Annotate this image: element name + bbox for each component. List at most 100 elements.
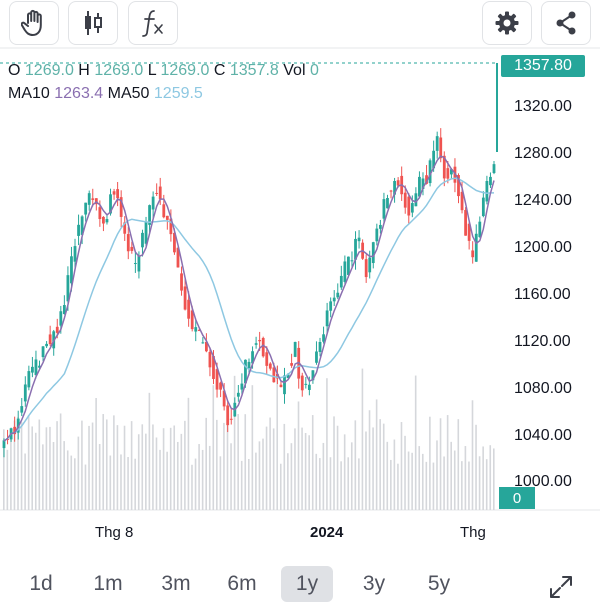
candle-body — [112, 191, 116, 195]
volume-bar — [290, 443, 293, 510]
volume-bar — [354, 420, 357, 510]
candle-body — [258, 339, 262, 342]
candle-body — [410, 203, 414, 213]
volume-bar — [461, 461, 463, 510]
volume-bar — [244, 414, 247, 510]
range-3m[interactable]: 3m — [161, 572, 191, 595]
candle-body — [300, 375, 304, 391]
candle-body — [141, 232, 144, 248]
volume-bar — [84, 464, 87, 510]
volume-bar — [109, 455, 112, 510]
volume-bar — [301, 427, 303, 510]
last-price-tag: 1357.80 — [501, 55, 585, 77]
y-tick: 1240.00 — [514, 192, 572, 209]
range-5y[interactable]: 5y — [427, 572, 451, 595]
volume-bar — [123, 425, 126, 510]
volume-bar — [212, 385, 215, 510]
volume-bar — [393, 439, 396, 510]
volume-tag: 0 — [499, 487, 535, 509]
y-tick: 1200.00 — [514, 239, 572, 256]
candle-body — [162, 204, 166, 218]
high-label: H — [78, 62, 90, 79]
volume-bar — [24, 453, 26, 510]
fullscreen-icon[interactable] — [548, 574, 574, 600]
range-6m[interactable]: 6m — [227, 572, 257, 595]
low-label: L — [147, 62, 157, 79]
volume-bar — [326, 378, 328, 510]
volume-bar — [10, 433, 12, 510]
candle-body — [393, 180, 396, 195]
indicators-button[interactable] — [128, 1, 178, 45]
candle-body — [59, 311, 63, 326]
candle-body — [471, 250, 475, 258]
low-value: 1269.0 — [160, 62, 210, 79]
settings-button[interactable] — [482, 1, 532, 45]
candle-body — [339, 275, 343, 288]
candle-body — [343, 261, 347, 282]
volume-bar — [251, 385, 254, 510]
candle-body — [368, 257, 372, 273]
volume-bar — [311, 415, 314, 510]
candle-body — [27, 371, 31, 388]
volume-bar — [248, 459, 250, 510]
volume-bar — [397, 463, 399, 510]
candle-body — [261, 337, 265, 357]
candle-body — [467, 223, 471, 241]
volume-bar — [201, 449, 204, 510]
volume-bar — [269, 417, 271, 510]
share-button[interactable] — [541, 1, 591, 45]
candle-body — [48, 334, 52, 345]
range-selector: 1d 1m 3m 6m 1y 3y 5y — [0, 566, 600, 602]
range-3y[interactable]: 3y — [362, 572, 386, 595]
candle-body — [119, 197, 123, 217]
volume-bar — [464, 446, 467, 510]
candle-body — [364, 259, 368, 278]
volume-bar — [400, 422, 403, 510]
volume-bar — [322, 442, 325, 510]
candle-body — [318, 341, 322, 352]
range-1d[interactable]: 1d — [29, 572, 53, 595]
x-tick: Thg 8 — [95, 524, 134, 541]
candle-body — [421, 178, 425, 189]
candle-body — [428, 160, 432, 184]
volume-bar — [66, 450, 69, 510]
volume-bar — [216, 419, 218, 510]
candle-body — [357, 237, 361, 242]
function-icon — [142, 10, 163, 37]
candle-body — [481, 197, 485, 217]
volume-bar — [63, 441, 65, 510]
candle-body — [208, 351, 212, 368]
ma10-value: 1263.4 — [54, 85, 104, 102]
range-1m[interactable]: 1m — [93, 572, 123, 595]
volume-bar — [439, 418, 442, 510]
volume-bar — [70, 455, 73, 510]
volume-bar — [42, 444, 44, 510]
volume-bar — [411, 452, 413, 510]
candle-body — [70, 256, 73, 284]
volume-bar — [432, 462, 435, 510]
candle-body — [240, 383, 244, 390]
volume-bar — [343, 434, 346, 510]
hand-tool-button[interactable] — [9, 1, 59, 45]
volume-bar — [20, 421, 23, 510]
candle-body — [38, 365, 41, 368]
range-1y[interactable]: 1y — [281, 566, 333, 602]
volume-bar — [475, 424, 477, 510]
y-tick: 1320.00 — [514, 98, 572, 115]
candle-body — [20, 406, 24, 413]
volume-bar — [265, 426, 268, 510]
open-label: O — [8, 62, 21, 79]
close-label: C — [213, 62, 226, 79]
candle-body — [254, 343, 258, 345]
candle-body — [446, 168, 450, 179]
candle-body — [276, 373, 279, 379]
candle-body — [62, 305, 66, 315]
chart-type-button[interactable] — [68, 1, 118, 45]
volume-bar — [457, 419, 460, 510]
candle-body — [222, 390, 226, 407]
volume-bar — [379, 419, 381, 510]
volume-bar — [329, 457, 332, 510]
candle-body — [23, 384, 27, 402]
candle-body — [279, 384, 283, 388]
